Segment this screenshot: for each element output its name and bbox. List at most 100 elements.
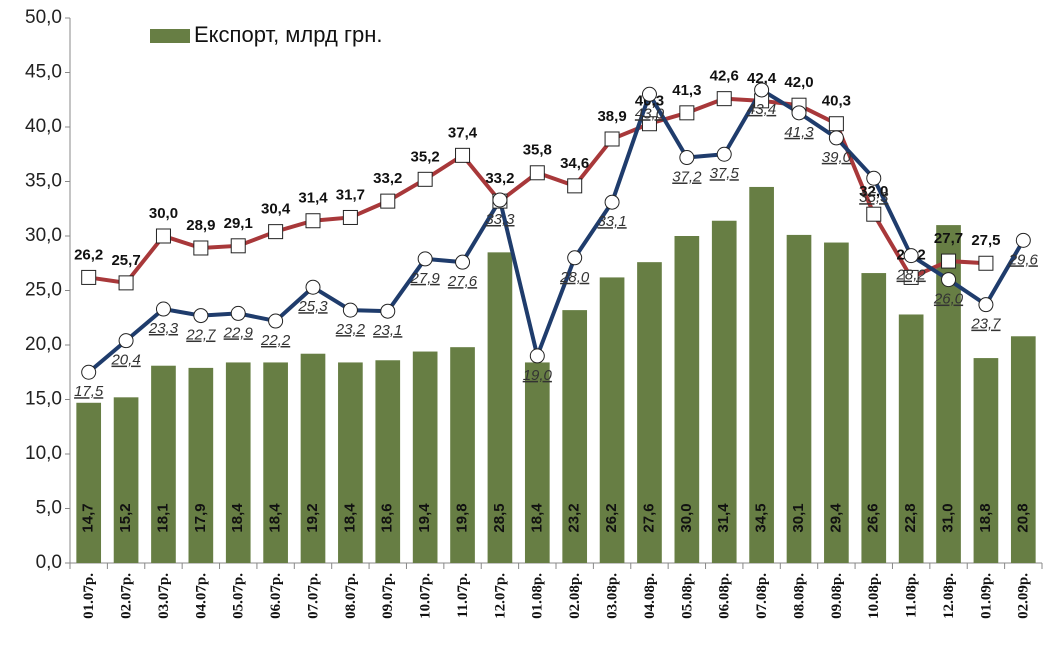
- y-tick-label: 15,0: [25, 389, 62, 410]
- bar: [188, 367, 214, 563]
- line-value-label: 43,4: [747, 101, 776, 118]
- line-value-label: 40,3: [822, 93, 851, 110]
- x-tick-label: 08.08р.: [791, 573, 807, 619]
- marker: [978, 297, 994, 313]
- line-value-label: 42,0: [784, 74, 813, 91]
- bar: [711, 220, 737, 564]
- line-value-label: 30,4: [261, 201, 291, 218]
- marker: [118, 333, 134, 349]
- bar-value-label: 20,8: [1014, 503, 1031, 532]
- line-value-label: 43,0: [635, 105, 665, 122]
- x-tick-label: 01.08р.: [530, 573, 546, 619]
- line-value-label: 22,2: [260, 332, 291, 349]
- y-tick-label: 0,0: [36, 552, 62, 573]
- marker: [455, 147, 471, 163]
- x-tick-label: 02.08р.: [567, 573, 583, 619]
- marker: [193, 308, 209, 324]
- y-tick-label: 25,0: [25, 280, 62, 301]
- line-value-label: 22,7: [185, 327, 216, 344]
- line-value-label: 31,7: [336, 186, 365, 203]
- bar-value-label: 19,8: [454, 503, 471, 532]
- bar: [450, 347, 475, 563]
- x-tick-label: 01.07р.: [81, 573, 97, 619]
- line-value-label: 26,2: [74, 246, 103, 263]
- bar-value-label: 19,2: [304, 503, 321, 532]
- legend-label: Експорт, млрд грн.: [194, 22, 382, 47]
- bar-value-label: 30,0: [678, 503, 695, 532]
- marker: [903, 269, 919, 285]
- line-value-label: 27,6: [447, 273, 478, 290]
- line-value-label: 23,3: [148, 320, 179, 337]
- marker: [268, 313, 284, 329]
- bar: [412, 351, 438, 563]
- marker: [455, 254, 471, 270]
- line-value-label: 20,4: [110, 352, 140, 369]
- marker: [81, 269, 97, 285]
- line-value-label: 39,0: [822, 149, 852, 166]
- bar-value-label: 18,8: [977, 503, 994, 532]
- line-value-label: 42,4: [747, 70, 777, 87]
- x-tick-label: 07.08р.: [754, 573, 770, 619]
- bar-value-label: 28,5: [491, 503, 508, 532]
- x-tick-label: 03.07р.: [156, 573, 172, 619]
- bar-value-label: 27,6: [640, 503, 657, 532]
- line-value-label: 37,4: [448, 124, 478, 141]
- bar: [898, 314, 924, 563]
- bar-value-label: 29,4: [827, 503, 844, 533]
- marker: [866, 170, 882, 186]
- marker: [604, 131, 620, 147]
- y-tick-label: 45,0: [25, 62, 62, 83]
- marker: [828, 116, 844, 132]
- bar-value-label: 18,4: [528, 503, 545, 533]
- marker: [679, 105, 695, 121]
- line-value-label: 38,9: [597, 108, 626, 125]
- marker: [268, 224, 284, 240]
- line-value-label: 27,9: [410, 270, 441, 287]
- x-tick-label: 11.07р.: [455, 573, 471, 618]
- x-tick-label: 12.07р.: [492, 573, 508, 619]
- x-tick-label: 09.08р.: [829, 573, 845, 619]
- x-tick-label: 03.08р.: [605, 573, 621, 619]
- marker: [193, 240, 209, 256]
- x-tick-label: 12.08р.: [941, 573, 957, 619]
- marker: [978, 255, 994, 271]
- bar: [674, 236, 700, 563]
- bar-value-label: 31,4: [715, 503, 732, 533]
- line-value-label: 35,3: [859, 189, 889, 206]
- line-value-label: 26,0: [933, 291, 964, 308]
- bar-value-label: 18,1: [154, 503, 171, 532]
- bar: [375, 360, 401, 563]
- x-tick-label: 05.08р.: [679, 573, 695, 619]
- x-tick-label: 05.07р.: [231, 573, 247, 619]
- marker: [230, 305, 246, 321]
- marker: [305, 279, 321, 295]
- y-tick-label: 35,0: [25, 171, 62, 192]
- marker: [342, 209, 358, 225]
- line-value-label: 42,6: [710, 68, 739, 85]
- line-value-label: 32,0: [859, 183, 888, 200]
- marker: [492, 192, 508, 208]
- bar: [749, 186, 774, 563]
- bar: [300, 353, 326, 563]
- bar-value-label: 18,6: [379, 503, 396, 532]
- x-tick-label: 02.07р.: [119, 573, 135, 619]
- line-value-label: 22,9: [223, 324, 254, 341]
- line-value-label: 17,5: [74, 383, 104, 400]
- bar-value-label: 31,0: [940, 503, 957, 532]
- bar-value-label: 18,4: [267, 503, 284, 533]
- line-value-label: 28,9: [186, 217, 215, 234]
- bar: [786, 234, 812, 563]
- marker: [716, 146, 732, 162]
- x-tick-label: 04.08р.: [642, 573, 658, 619]
- marker: [380, 303, 396, 319]
- marker: [641, 86, 657, 102]
- line-value-label: 29,1: [224, 215, 253, 232]
- line-value-label: 25,7: [111, 252, 140, 269]
- bar-value-label: 15,2: [117, 503, 134, 532]
- bar: [338, 362, 363, 563]
- line-value-label: 31,4: [298, 190, 328, 207]
- bar: [151, 365, 176, 563]
- bar: [524, 362, 550, 563]
- x-tick-label: 02.09р.: [1016, 573, 1032, 619]
- bar: [76, 402, 102, 563]
